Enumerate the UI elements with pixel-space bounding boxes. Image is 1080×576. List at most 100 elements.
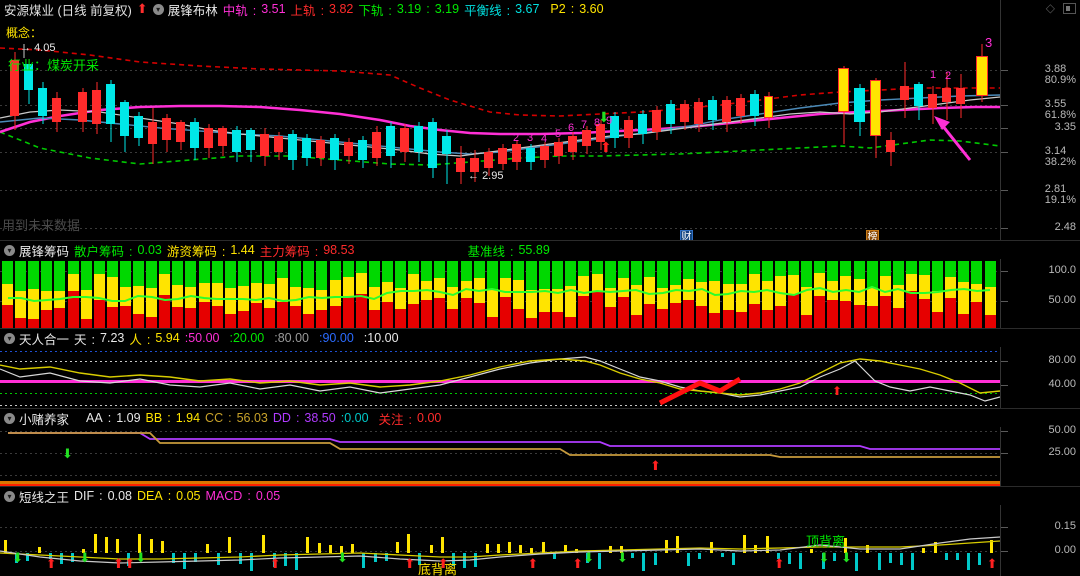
lower-band-line [0,131,1000,166]
ind-extra-sep: : [426,2,430,16]
cc-label: CC: [205,411,232,425]
macd-bar [116,538,119,553]
indicator-name[interactable]: 天人合一 [19,332,70,347]
macd-down-arrow: ⬇ [135,550,147,565]
macd-down-arrow: ⬇ [841,550,852,565]
candle [148,108,157,164]
macd-bar [766,535,769,553]
axis-pct: 38.2% [1044,156,1076,168]
axis-price: 3.35 [1054,121,1076,133]
axis-tick: 40.00 [1048,378,1076,390]
candle [316,136,325,166]
macd-bar [15,553,18,564]
finance-flag[interactable]: 财 [680,230,693,240]
main-plot-area[interactable]: 概念： → 4.05 行业：煤炭开采 ← 2.95 用到未来数据 2 3 4 5… [0,0,1000,240]
gamble-plot-area[interactable]: ⬇ ⬆ [0,427,1000,487]
low-price-label: ← 2.95 [468,170,504,182]
macd-bar [934,541,937,553]
macd-bar [519,544,522,553]
chip-bar [395,261,406,329]
macd-down-arrow: ⬇ [12,550,24,565]
chip-bar [696,261,708,329]
candle [414,122,423,162]
dea-label: DEA: [136,489,172,503]
chip-bar [932,261,944,329]
macd-bar [799,553,802,570]
candle [722,96,731,132]
indicator-name[interactable]: 小赌养家 [19,412,70,427]
window-controls[interactable]: ◇ [1046,2,1076,14]
chip-baseline-curve [8,285,991,303]
macd-bar [889,553,892,564]
candle [218,126,227,156]
macd-up-arrow: ⬆ [124,556,136,571]
candle [568,132,577,160]
macd-panel-header: ▾ 短线之王 DIF: 0.08 DEA: 0.05 MACD: 0.05 [0,487,1080,505]
chip-distribution-panel: ▾ 展锋筹码 散户筹码: 0.03 游资筹码: 1.44 主力筹码: 98.53… [0,240,1080,329]
gamble-up-arrow: ⬆ [650,458,661,473]
macd-bar [642,553,645,571]
up-arrow-icon: ⬆ [136,1,148,16]
chip-bar [840,261,852,329]
macd-bar [284,553,287,566]
candle [854,84,865,136]
candle [190,118,199,160]
level-20-value: :20.00 [229,331,265,345]
ind-p2-label: P2: [550,2,575,16]
candle [900,62,909,118]
chip-bar [788,261,799,329]
chip-bar [499,261,511,329]
candle [638,110,647,144]
candle [358,136,367,168]
chip-bar [565,261,577,329]
macd-bar [922,547,925,553]
candle [652,106,661,140]
axis-price: 3.88 [1044,63,1067,75]
chip-bar [133,261,144,329]
macd-up-arrow: ⬆ [773,556,785,571]
rank-flag[interactable]: 榜 [866,230,879,240]
main-price-axis: 3.88 80.9% 3.55 61.8% 3.35 3.14 38.2% 2.81 1… [1000,0,1080,240]
indicator-name[interactable]: 展锋筹码 [19,244,70,259]
macd-up-arrow: ⬆ [572,556,584,571]
macd-bar [362,553,365,569]
chip-bar [342,261,354,329]
macd-bar [474,553,477,568]
candle [162,114,171,152]
candle [942,72,951,120]
axis-price: 2.48 [1054,221,1076,233]
macd-bar [598,553,601,570]
candle [442,130,451,184]
layout-icon[interactable] [1063,2,1076,14]
chevron-down-icon[interactable]: ▾ [4,412,15,424]
axis-tick: 50.00 [1048,424,1076,436]
count-marker: 7 [581,119,588,131]
macd-bar [990,539,993,553]
chip-bar [159,261,171,329]
trh-plot-area[interactable]: ⬆ [0,347,1000,409]
macd-bar [194,553,197,562]
chip-bar [198,261,210,329]
chip-bar [303,261,315,329]
chevron-down-icon[interactable]: ▾ [4,332,15,344]
candle [624,116,633,148]
macd-bar [687,553,690,567]
chevron-down-icon[interactable]: ▾ [4,490,15,502]
macd-bar [676,536,679,553]
chevron-down-icon[interactable]: ▾ [4,244,15,256]
macd-down-arrow: ⬇ [79,550,91,565]
indicator-name[interactable]: 短线之王 [19,490,70,505]
dif-value: 0.08 [107,489,132,503]
diamond-icon[interactable]: ◇ [1045,1,1055,15]
indicator-name[interactable]: 展锋布林 [167,3,218,18]
chip-plot-area[interactable] [0,259,1000,329]
pointer-arrow-head [934,116,950,130]
chevron-down-icon[interactable]: ▾ [152,3,164,15]
ind-lower-label: 下轨: [358,3,392,18]
macd-plot-area[interactable]: 顶背离 底背离 ⬇ ⬆ ⬇ ⬆ ⬆ ⬇ ⬆ ⬇ ⬆ ⬆ ⬆ ⬆ ⬇ ⬇ ⬆ ⬇ ⬇ ⬆ [0,505,1000,576]
macd-bar [508,541,511,553]
axis-price: 2.81 [1044,183,1067,195]
chip-bar [801,261,813,329]
count-marker: 8 [594,117,601,129]
macd-bar [273,553,276,568]
